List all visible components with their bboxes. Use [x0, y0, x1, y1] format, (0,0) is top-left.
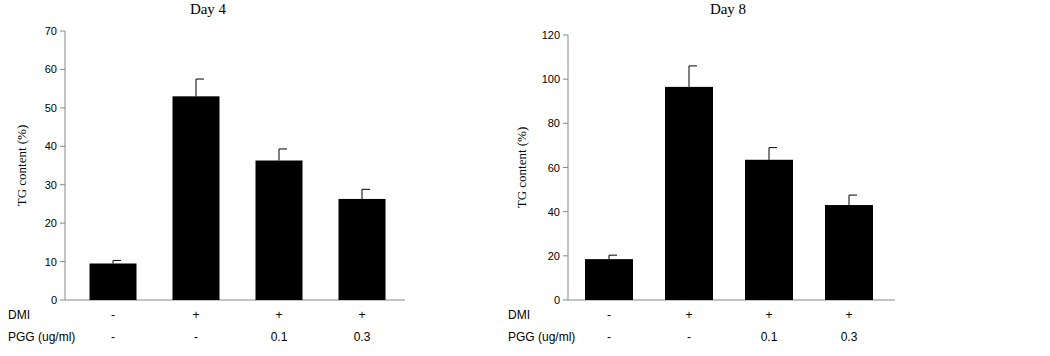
error-stem: [362, 189, 363, 199]
x-tick-label: 0.3: [354, 330, 371, 344]
error-cap: [279, 148, 287, 149]
x-tick-label: -: [194, 330, 198, 344]
category-row-label: PGG (ug/ml): [508, 330, 575, 344]
error-stem: [769, 148, 770, 160]
category-row-label: DMI: [8, 308, 30, 322]
error-bar: [689, 66, 697, 87]
y-tick-label: 0: [554, 294, 560, 306]
chart-title: Day 8: [710, 1, 746, 17]
y-tick-label: 40: [548, 206, 560, 218]
bar: [585, 259, 633, 300]
error-cap: [689, 65, 697, 66]
bar: [745, 160, 793, 300]
y-tick: [563, 35, 568, 36]
y-tick-label: 60: [45, 63, 57, 75]
y-tick-label: 50: [45, 102, 57, 114]
x-tick-label: -: [111, 308, 115, 322]
error-stem: [279, 149, 280, 161]
y-axis-label: TG content (%): [14, 125, 29, 207]
error-cap: [113, 260, 121, 261]
error-cap: [362, 189, 370, 190]
chart-canvas: Day 4 TG content (%) 0 10 20 30 40 50 60 70 DMI PGG…: [0, 0, 1050, 356]
chart-title: Day 4: [190, 1, 227, 17]
error-cap: [609, 255, 617, 256]
x-tick-label: 0.1: [271, 330, 288, 344]
x-tick-label: -: [607, 330, 611, 344]
error-stem: [196, 79, 197, 96]
x-tick-label: +: [192, 308, 199, 322]
y-tick: [563, 255, 568, 256]
error-stem: [609, 255, 610, 259]
y-tick-label: 60: [548, 162, 560, 174]
error-cap: [849, 195, 857, 196]
category-row-label: PGG (ug/ml): [8, 330, 75, 344]
y-tick: [563, 167, 568, 168]
x-tick-label: -: [687, 330, 691, 344]
chart-1: Day 8 TG content (%) 0 20 40 60 80 100 120 DMI PGG…: [508, 1, 895, 344]
bar: [665, 87, 713, 300]
y-axis-label: TG content (%): [514, 127, 529, 209]
y-tick: [60, 69, 65, 70]
y-tick: [60, 300, 65, 301]
error-bar: [196, 79, 204, 96]
y-tick: [60, 146, 65, 147]
error-bar: [279, 149, 287, 161]
y-tick-label: 30: [45, 179, 57, 191]
y-tick: [60, 261, 65, 262]
error-stem: [849, 195, 850, 205]
x-tick-label: -: [111, 330, 115, 344]
chart-0: Day 4 TG content (%) 0 10 20 30 40 50 60 70 DMI PGG…: [8, 1, 405, 344]
x-tick-label: +: [358, 308, 365, 322]
y-tick-label: 100: [542, 73, 560, 85]
y-tick: [563, 300, 568, 301]
error-stem: [689, 66, 690, 87]
y-tick-label: 40: [45, 140, 57, 152]
y-tick: [60, 184, 65, 185]
y-tick-label: 0: [51, 294, 57, 306]
bars: [585, 66, 873, 300]
y-tick: [563, 211, 568, 212]
x-tick-label: +: [765, 308, 772, 322]
y-tick-label: 20: [45, 217, 57, 229]
y-tick: [60, 107, 65, 108]
bars: [90, 79, 386, 300]
x-tick-label: -: [607, 308, 611, 322]
y-tick-label: 70: [45, 25, 57, 37]
y-tick: [60, 31, 65, 32]
error-cap: [196, 79, 204, 80]
error-bar: [362, 189, 370, 199]
bar: [90, 263, 137, 300]
bar: [173, 96, 220, 300]
bar: [825, 205, 873, 300]
error-cap: [769, 147, 777, 148]
bar: [256, 161, 303, 300]
error-bar: [609, 255, 617, 259]
y-tick-label: 80: [548, 117, 560, 129]
figure: Day 4 TG content (%) 0 10 20 30 40 50 60 70 DMI PGG…: [0, 0, 1050, 356]
category-row-label: DMI: [508, 308, 530, 322]
y-tick: [563, 123, 568, 124]
y-tick: [60, 223, 65, 224]
x-tick-label: 0.1: [761, 330, 778, 344]
error-bar: [849, 195, 857, 205]
x-tick-label: +: [845, 308, 852, 322]
y-axis-line: [65, 31, 66, 300]
error-bar: [113, 260, 121, 263]
x-tick-label: 0.3: [841, 330, 858, 344]
y-tick-label: 20: [548, 250, 560, 262]
x-tick-label: +: [275, 308, 282, 322]
y-tick: [563, 79, 568, 80]
x-tick-label: +: [685, 308, 692, 322]
bar: [339, 199, 386, 300]
error-bar: [769, 148, 777, 160]
y-tick-label: 10: [45, 256, 57, 268]
y-tick-label: 120: [542, 29, 560, 41]
